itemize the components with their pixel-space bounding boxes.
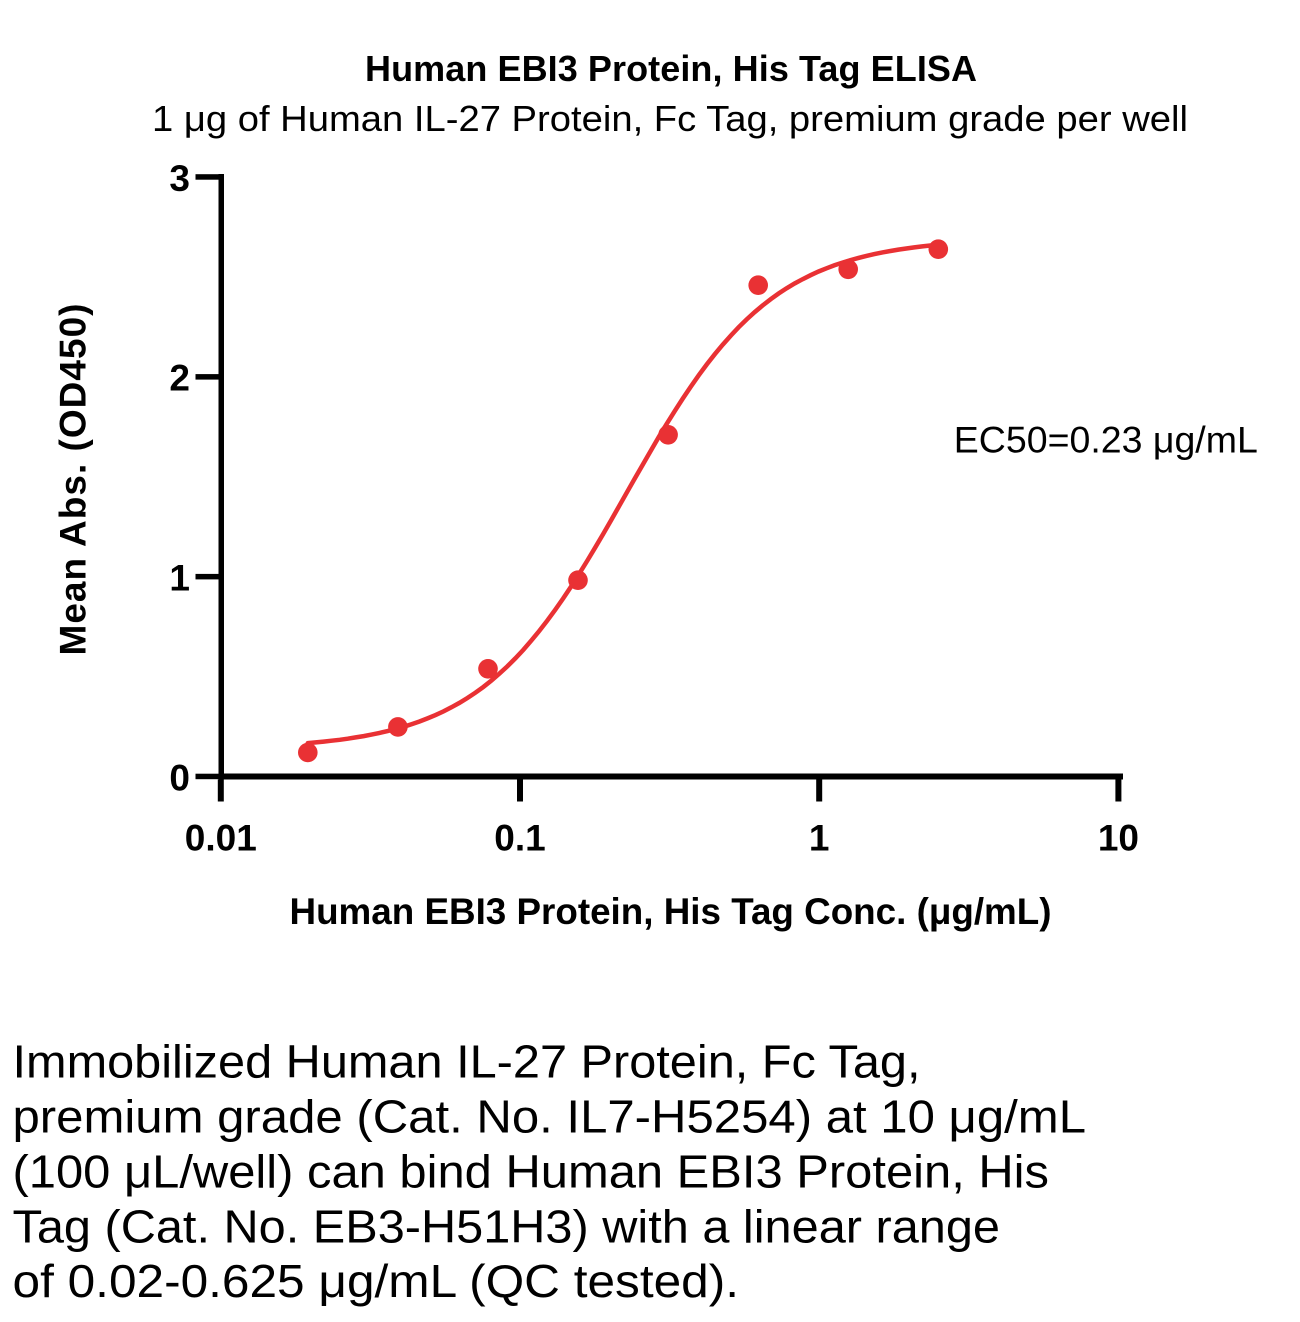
svg-text:of 0.02-0.625 μg/mL (QC tested: of 0.02-0.625 μg/mL (QC tested). xyxy=(13,1255,740,1307)
svg-text:Human EBI3 Protein, His Tag Co: Human EBI3 Protein, His Tag Conc. (μg/mL… xyxy=(290,891,1052,932)
svg-text:premium grade (Cat. No. IL7-H5: premium grade (Cat. No. IL7-H5254) at 10… xyxy=(13,1091,1087,1143)
svg-text:1 μg of Human IL-27 Protein, F: 1 μg of Human IL-27 Protein, Fc Tag, pre… xyxy=(152,98,1188,139)
svg-text:0.1: 0.1 xyxy=(494,817,545,858)
svg-text:(100 μL/well) can bind Human E: (100 μL/well) can bind Human EBI3 Protei… xyxy=(13,1145,1050,1197)
svg-text:10: 10 xyxy=(1098,817,1139,858)
svg-text:Tag (Cat. No. EB3-H51H3) with: Tag (Cat. No. EB3-H51H3) with a linear r… xyxy=(13,1200,1001,1252)
svg-text:1: 1 xyxy=(809,817,830,858)
svg-text:Immobilized Human IL-27 Protei: Immobilized Human IL-27 Protein, Fc Tag, xyxy=(13,1036,921,1088)
svg-text:2: 2 xyxy=(169,358,190,399)
svg-text:EC50=0.23 μg/mL: EC50=0.23 μg/mL xyxy=(954,420,1258,461)
svg-text:Human EBI3 Protein, His Tag EL: Human EBI3 Protein, His Tag ELISA xyxy=(365,48,977,89)
svg-text:Mean Abs. (OD450): Mean Abs. (OD450) xyxy=(53,304,94,656)
svg-text:1: 1 xyxy=(169,558,190,599)
svg-text:0.01: 0.01 xyxy=(185,817,257,858)
svg-text:0: 0 xyxy=(169,757,190,798)
svg-text:3: 3 xyxy=(169,158,190,199)
